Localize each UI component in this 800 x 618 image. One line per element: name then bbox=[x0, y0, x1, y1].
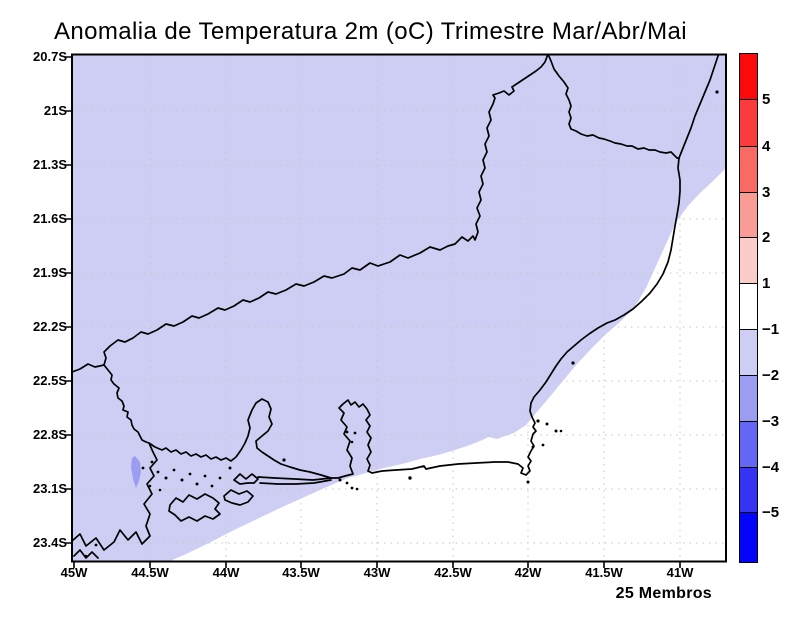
lat-tick-label: 22.5S bbox=[33, 373, 67, 388]
colorbar-segment bbox=[740, 422, 757, 468]
coastline bbox=[72, 54, 720, 559]
lon-tick-label: 43W bbox=[363, 565, 391, 580]
colorbar-segment bbox=[740, 284, 757, 330]
state-borders bbox=[72, 54, 680, 444]
colorbar-tick-label: 5 bbox=[762, 91, 771, 108]
lon-tick-label: 42.5W bbox=[434, 565, 472, 580]
colorbar-tick-label: −1 bbox=[762, 321, 780, 338]
colorbar-tick-label: 4 bbox=[762, 138, 771, 155]
colorbar-segment bbox=[740, 468, 757, 513]
plot-border bbox=[71, 53, 727, 563]
lat-tick-label: 21.6S bbox=[33, 211, 67, 226]
colorbar-tick-label: 2 bbox=[762, 229, 771, 246]
ensemble-members-note: 25 Membros bbox=[615, 585, 712, 602]
lon-tick-label: 41W bbox=[666, 565, 694, 580]
colorbar-segment bbox=[740, 147, 757, 193]
lon-tick-label: 44.5W bbox=[131, 565, 169, 580]
lat-tick-label: 23.4S bbox=[33, 535, 67, 550]
colorbar-tick-label: −3 bbox=[762, 413, 780, 430]
colorbar-segment bbox=[740, 238, 757, 284]
lat-tick-label: 22.8S bbox=[33, 427, 67, 442]
colorbar-segment bbox=[740, 376, 757, 422]
colorbar-segment bbox=[740, 100, 757, 147]
colorbar-tick-label: −4 bbox=[762, 459, 780, 476]
colorbar-segment bbox=[740, 54, 757, 100]
lon-tick-label: 45W bbox=[60, 565, 88, 580]
lat-tick-label: 20.7S bbox=[33, 49, 67, 64]
colorbar bbox=[739, 53, 758, 563]
colorbar-tick-label: 3 bbox=[762, 184, 771, 201]
graticule-grid bbox=[72, 54, 726, 562]
anomaly-fill-neg2-sliver bbox=[131, 456, 141, 488]
lat-tick-label: 21.9S bbox=[33, 265, 67, 280]
lon-tick-label: 44W bbox=[212, 565, 240, 580]
lat-tick-label: 22.2S bbox=[33, 319, 67, 334]
colorbar-tick-label: −2 bbox=[762, 367, 780, 384]
anomaly-fill-white-region bbox=[170, 168, 726, 561]
lat-tick-label: 21.3S bbox=[33, 157, 67, 172]
lat-tick-label: 21S bbox=[43, 103, 67, 118]
colorbar-segment bbox=[740, 193, 757, 238]
colorbar-segment bbox=[740, 330, 757, 376]
axis-tick-marks bbox=[65, 56, 681, 568]
map-title: Anomalia de Temperatura 2m (oC) Trimestr… bbox=[54, 18, 687, 45]
colorbar-tick-label: −5 bbox=[762, 504, 780, 521]
colorbar-tick-label: 1 bbox=[762, 275, 771, 292]
colorbar-segment bbox=[740, 513, 757, 562]
lat-tick-label: 23.1S bbox=[33, 481, 67, 496]
island-dots bbox=[84, 90, 719, 558]
lon-tick-label: 42W bbox=[514, 565, 542, 580]
lon-tick-label: 41.5W bbox=[585, 565, 623, 580]
lon-tick-label: 43.5W bbox=[282, 565, 320, 580]
